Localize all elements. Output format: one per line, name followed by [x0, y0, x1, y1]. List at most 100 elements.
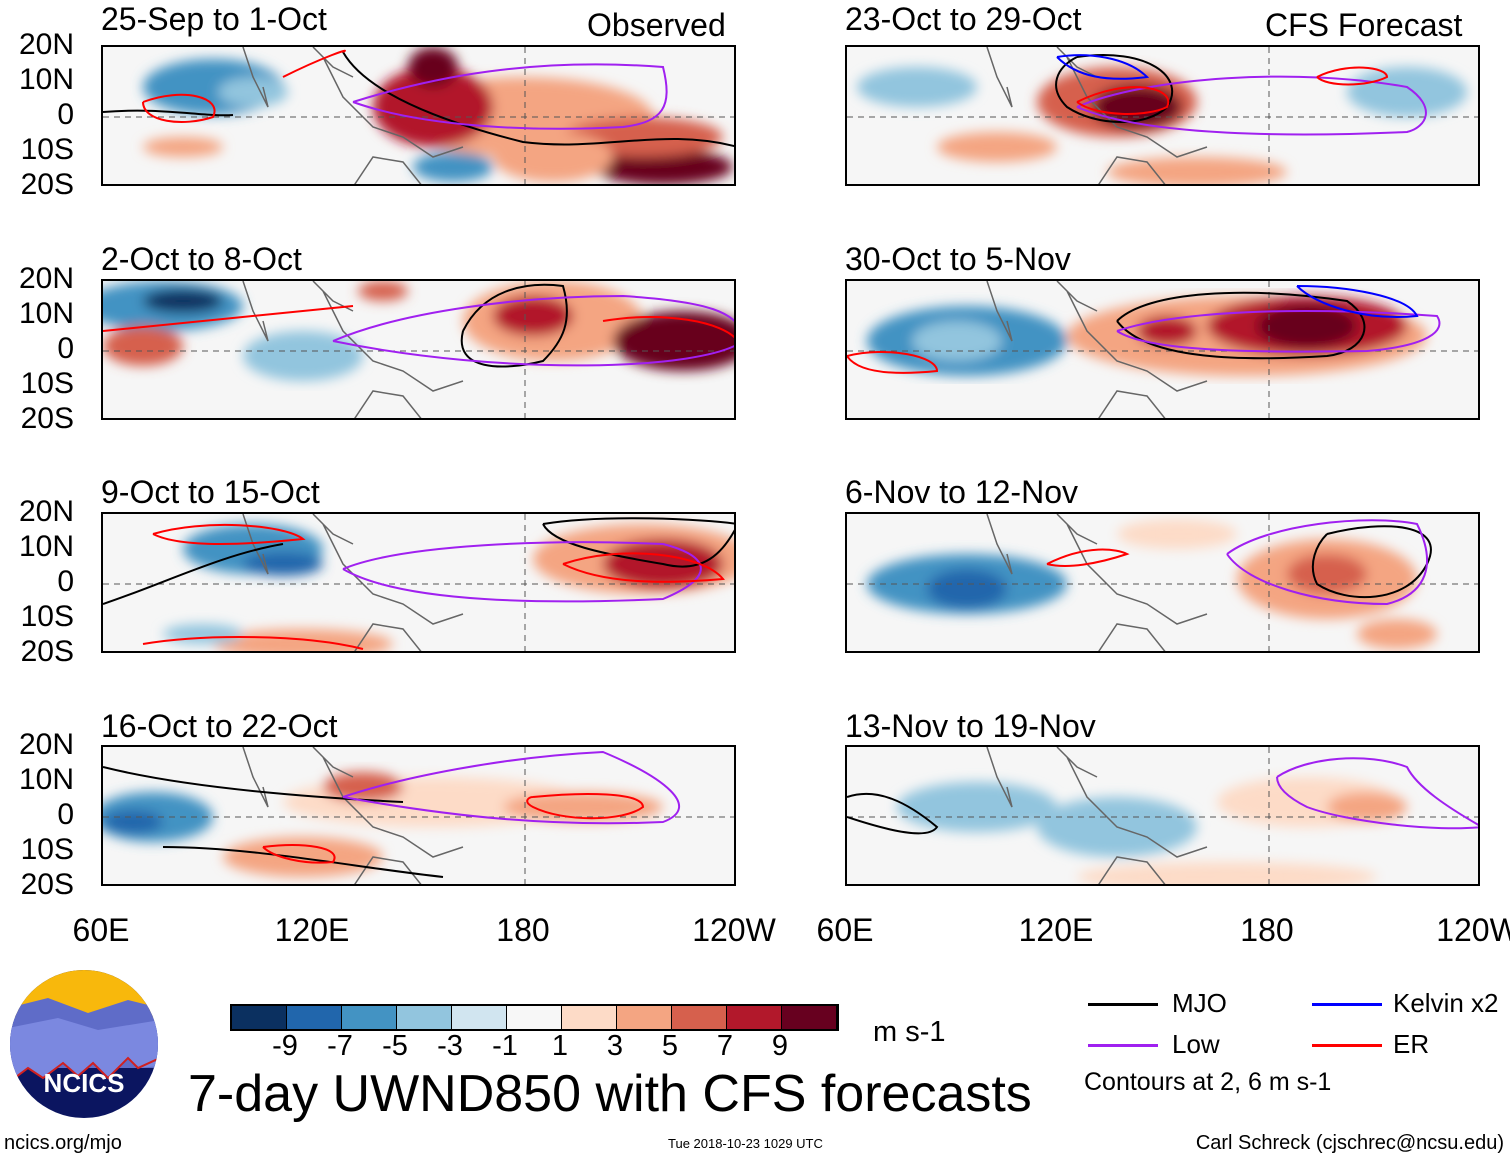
contour-line: [103, 305, 734, 339]
legend-label-er: ER: [1393, 1029, 1430, 1059]
colorbar-tick-label: 5: [661, 1030, 679, 1062]
svg-text:NCICS: NCICS: [44, 1068, 125, 1098]
contour-line: [1311, 525, 1432, 599]
wind-anomaly-blob: [937, 132, 1057, 162]
legend-label-mjo: MJO: [1172, 988, 1227, 1018]
contour-line: [1296, 285, 1419, 318]
lat-label: 20S: [20, 402, 74, 435]
footer-author: Carl Schreck (cjschrec@ncsu.edu): [1195, 1132, 1504, 1154]
contour-line: [1055, 54, 1174, 123]
lat-label: 20N: [18, 28, 74, 61]
contour-line: [1076, 66, 1389, 115]
colorbar-swatch: [452, 1006, 507, 1029]
colorbar-tick-label: 9: [771, 1030, 789, 1062]
colorbar-swatch: [507, 1006, 562, 1029]
wind-anomaly-blob: [243, 331, 363, 381]
map-panel: [101, 745, 736, 886]
contour-line: [1116, 310, 1441, 353]
map-panel: [845, 745, 1480, 886]
lat-label: 20N: [18, 495, 74, 528]
colorbar-swatch: [727, 1006, 782, 1029]
coastline: [986, 47, 1208, 184]
lat-label: 20N: [18, 728, 74, 761]
colorbar-tick-label: -1: [492, 1030, 518, 1062]
colorbar-swatch: [562, 1006, 617, 1029]
wind-anomaly-blob: [143, 137, 223, 157]
wind-anomaly-blob: [243, 552, 323, 576]
contour-line: [342, 750, 680, 825]
lat-label: 20S: [20, 168, 74, 201]
wind-anomaly-blob: [1117, 519, 1237, 549]
lon-label: 120E: [1018, 912, 1094, 948]
legend-label-low: Low: [1172, 1029, 1220, 1059]
wind-anomaly-blob: [358, 281, 408, 301]
coastline: [986, 514, 1208, 651]
lat-label: 10N: [18, 763, 74, 796]
wind-anomaly-blob: [223, 837, 383, 877]
footer-timestamp: Tue 2018-10-23 1029 UTC: [668, 1136, 823, 1151]
wind-anomaly-blob: [163, 624, 243, 644]
contour-line: [262, 793, 645, 864]
panel-title: 9-Oct to 15-Oct: [101, 474, 320, 510]
ncics-logo: NCICS: [10, 970, 158, 1118]
lat-label: 10S: [20, 600, 74, 633]
colorbar-swatch: [617, 1006, 672, 1029]
figure-title: 7-day UWND850 with CFS forecasts: [188, 1065, 1032, 1123]
map-panel: [101, 45, 736, 186]
wind-anomaly-blob: [857, 67, 977, 107]
wind-anomaly-blob: [1107, 157, 1287, 184]
contour-line: [847, 792, 939, 835]
contour-line: [1076, 75, 1427, 136]
legend-line-mjo: [1088, 1003, 1158, 1006]
wind-anomaly-blob: [1077, 862, 1377, 884]
contour-line: [352, 63, 668, 130]
map-panel: [101, 279, 736, 420]
panel-title: 25-Sep to 1-Oct: [101, 1, 327, 37]
lon-label: 60E: [72, 912, 130, 948]
wind-anomaly-blob: [1257, 304, 1357, 348]
coastline: [242, 281, 464, 418]
lon-label: 60E: [816, 912, 874, 948]
contour-line: [847, 350, 939, 374]
panel-title: 13-Nov to 19-Nov: [845, 708, 1096, 744]
lat-label: 20N: [18, 262, 74, 295]
contour-line: [1056, 54, 1150, 80]
wind-anomaly-blob: [218, 77, 288, 107]
colorbar-swatch: [342, 1006, 397, 1029]
contour-line: [142, 49, 346, 123]
wind-anomaly-blob: [408, 47, 458, 87]
lat-label: 10N: [18, 297, 74, 330]
lat-label: 20S: [20, 868, 74, 901]
lon-label: 180: [1240, 912, 1294, 948]
lat-label: 0: [57, 798, 74, 831]
coastline: [986, 281, 1208, 418]
panel-title: 6-Nov to 12-Nov: [845, 474, 1078, 510]
panel-title: 2-Oct to 8-Oct: [101, 241, 302, 277]
footer-url[interactable]: ncics.org/mjo: [4, 1132, 122, 1154]
legend-line-low: [1088, 1044, 1158, 1047]
panel-title: 30-Oct to 5-Nov: [845, 241, 1071, 277]
coastline: [242, 47, 464, 184]
wind-anomaly-blob: [1287, 554, 1367, 594]
colorbar-tick-label: -3: [437, 1030, 463, 1062]
colorbar-swatch: [782, 1006, 837, 1029]
wind-anomaly-blob: [143, 289, 223, 313]
lat-label: 0: [57, 332, 74, 365]
colorbar-tick-label: -5: [382, 1030, 408, 1062]
wind-anomaly-blob: [1347, 67, 1467, 117]
wind-anomaly-blob: [912, 321, 1002, 361]
colorbar-units: m s-1: [873, 1016, 946, 1048]
colorbar-swatch: [397, 1006, 452, 1029]
colorbar-swatch: [672, 1006, 727, 1029]
lat-label: 10S: [20, 133, 74, 166]
contour-line: [342, 541, 702, 603]
lon-label: 120W: [692, 912, 776, 948]
contour-line: [1276, 757, 1478, 830]
wind-anomaly-blob: [323, 772, 403, 802]
contour-line: [103, 517, 734, 605]
contour-line: [332, 294, 734, 367]
wind-anomaly-blob: [1357, 619, 1437, 649]
contour-line: [1116, 291, 1366, 360]
wind-anomaly-blob: [413, 152, 493, 182]
panel-tag: CFS Forecast: [1265, 7, 1463, 43]
